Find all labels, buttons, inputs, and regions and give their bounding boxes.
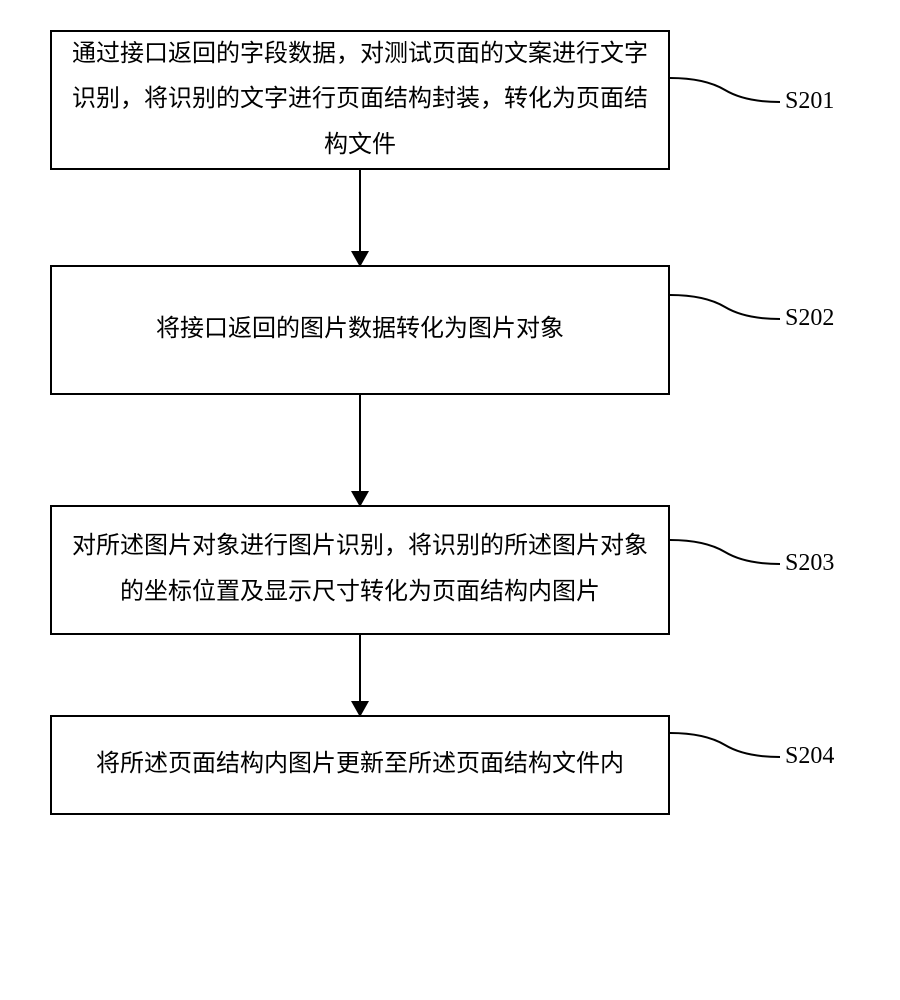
arrow-s203-s204	[359, 635, 361, 715]
arrow-s201-s202	[359, 170, 361, 265]
step-text-s203: 对所述图片对象进行图片识别，将识别的所述图片对象的坐标位置及显示尺寸转化为页面结…	[72, 524, 648, 615]
step-row-s201: 通过接口返回的字段数据，对测试页面的文案进行文字识别，将识别的文字进行页面结构封…	[50, 30, 850, 170]
step-box-s201: 通过接口返回的字段数据，对测试页面的文案进行文字识别，将识别的文字进行页面结构封…	[50, 30, 670, 170]
step-text-s204: 将所述页面结构内图片更新至所述页面结构文件内	[96, 742, 624, 788]
flowchart-container: 通过接口返回的字段数据，对测试页面的文案进行文字识别，将识别的文字进行页面结构封…	[50, 30, 850, 815]
step-row-s202: 将接口返回的图片数据转化为图片对象 S202	[50, 265, 850, 395]
arrow-s202-s203	[359, 395, 361, 505]
step-row-s203: 对所述图片对象进行图片识别，将识别的所述图片对象的坐标位置及显示尺寸转化为页面结…	[50, 505, 850, 635]
step-box-s204: 将所述页面结构内图片更新至所述页面结构文件内	[50, 715, 670, 815]
step-text-s201: 通过接口返回的字段数据，对测试页面的文案进行文字识别，将识别的文字进行页面结构封…	[72, 32, 648, 169]
step-text-s202: 将接口返回的图片数据转化为图片对象	[156, 307, 564, 353]
step-box-s203: 对所述图片对象进行图片识别，将识别的所述图片对象的坐标位置及显示尺寸转化为页面结…	[50, 505, 670, 635]
step-label-s204: S204	[785, 743, 834, 770]
step-label-s201: S201	[785, 88, 834, 115]
step-label-s203: S203	[785, 550, 834, 577]
step-label-s202: S202	[785, 305, 834, 332]
step-box-s202: 将接口返回的图片数据转化为图片对象	[50, 265, 670, 395]
step-row-s204: 将所述页面结构内图片更新至所述页面结构文件内 S204	[50, 715, 850, 815]
